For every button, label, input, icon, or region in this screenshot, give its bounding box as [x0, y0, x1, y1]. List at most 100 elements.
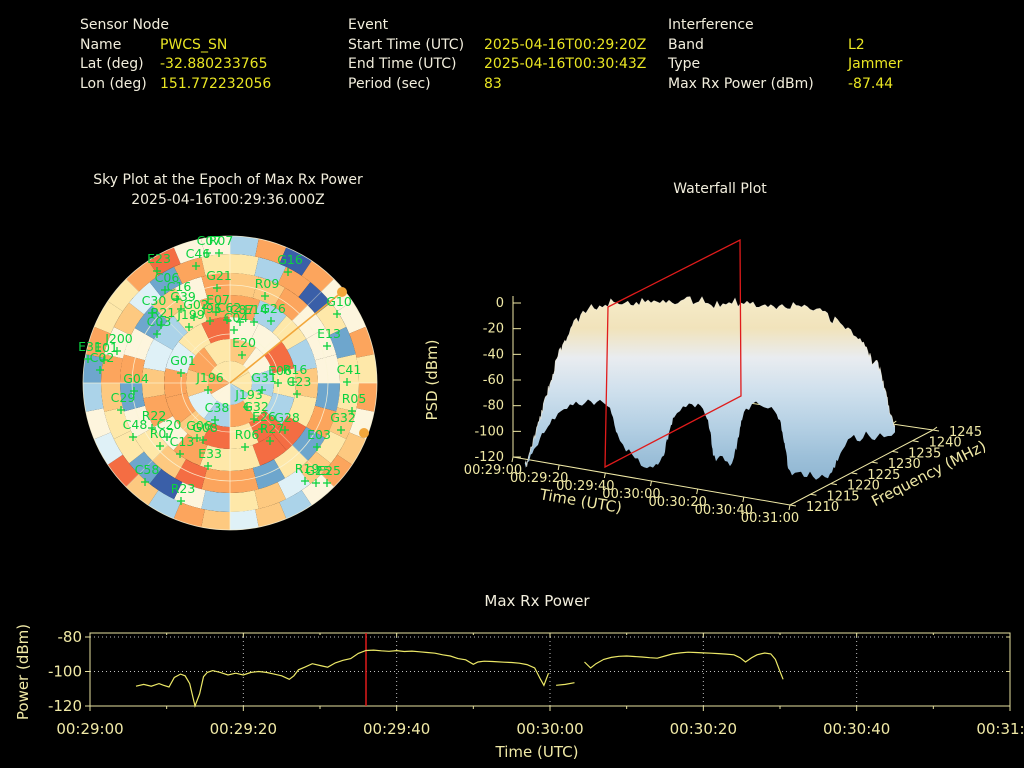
satellite: R21 — [151, 305, 176, 329]
satellite-label: R06 — [235, 427, 260, 442]
satellite-label: R27 — [260, 421, 285, 436]
header-row: Max Rx Power (dBm) -87.44 — [668, 75, 902, 95]
satellite: G39 — [170, 289, 196, 313]
x-axis-label: Time (UTC) — [495, 743, 579, 761]
satellite: C30 — [142, 293, 166, 317]
satellite: G02 — [183, 297, 209, 321]
satellite-label: C38 — [205, 400, 230, 415]
epoch-slice-plane — [604, 238, 742, 469]
satellite: J193 — [234, 387, 263, 411]
satellite: G26 — [260, 301, 286, 325]
satellite: E33 — [198, 446, 222, 470]
satellite: R06 — [235, 427, 260, 451]
satellite-label: R07 — [150, 426, 175, 441]
header-row: Band L2 — [668, 36, 902, 56]
satellite-label: G32 — [243, 399, 269, 414]
satellite: G08 — [192, 420, 218, 444]
satellite-label: R23 — [171, 481, 196, 496]
header-row: Type Jammer — [668, 55, 902, 75]
psd-tick-label: -60 — [483, 373, 504, 388]
y-tick-label: -100 — [48, 663, 82, 681]
satellite: G28 — [274, 410, 300, 434]
satellite-label: R05 — [342, 391, 367, 406]
psd-tick-label: -80 — [483, 399, 504, 414]
max-rx-power-line — [584, 651, 784, 680]
header-field-label: Start Time (UTC) — [348, 36, 465, 53]
satellite-label: C06 — [155, 270, 180, 285]
satellite-label: R22 — [142, 408, 167, 423]
satellite-label: C02 — [90, 350, 115, 365]
satellite-label: E07 — [206, 292, 230, 307]
satellite-label: E03 — [307, 427, 331, 442]
header-field-label: Band — [668, 36, 704, 53]
satellite: G01 — [170, 353, 196, 377]
satellite: R23 — [171, 481, 196, 505]
satellite-label: C07 — [197, 233, 222, 248]
axis-ticks — [85, 633, 1011, 711]
satellite: E13 — [317, 326, 341, 350]
x-tick-label: 00:29:20 — [210, 720, 277, 738]
satellite: G32 — [243, 399, 269, 423]
y-axis-label: Power (dBm) — [14, 624, 32, 720]
satellite-label: J199 — [176, 307, 205, 322]
grid-lines — [90, 633, 1010, 706]
satellite: C62 — [217, 300, 242, 324]
sky-plot-epoch: 2025-04-16T00:29:36.000Z — [131, 192, 325, 208]
header-field-label: Max Rx Power (dBm) — [668, 75, 814, 92]
header-field-value: -87.44 — [848, 75, 894, 92]
header-field-label: Name — [80, 36, 122, 53]
satellite-label: E33 — [198, 446, 222, 461]
chart-title: Max Rx Power — [484, 592, 590, 610]
satellite-label: G25 — [305, 463, 331, 478]
satellite: E03 — [307, 427, 331, 451]
header-section-sensor: Sensor Node Name PWCS_SN Lat (deg) -32.88023… — [80, 16, 271, 94]
header-field-label: Type — [668, 56, 701, 72]
satellite: E25 — [317, 463, 341, 487]
satellite: J200 — [104, 331, 133, 355]
satellite-label: J196 — [195, 370, 224, 385]
header-field-value: -32.880233765 — [160, 56, 268, 72]
psd-tick-label: 0 — [496, 296, 504, 311]
sky-plot-title-line1: Sky Plot at the Epoch of Max Rx Power — [93, 172, 363, 188]
satellite-label: C48 — [123, 417, 148, 432]
satellite: G25 — [305, 463, 331, 487]
header-row: Period (sec) 83 — [348, 75, 646, 95]
satellite-label: R19 — [295, 461, 320, 476]
satellite-label: C29 — [111, 390, 136, 405]
x-tick-label: 00:31:00 — [976, 720, 1024, 738]
satellite-label: R07 — [209, 233, 234, 248]
header-section-title: Sensor Node — [80, 17, 169, 33]
satellite: C07 — [197, 233, 222, 257]
header-field-value: 83 — [484, 75, 502, 92]
satellite-label: G39 — [170, 289, 196, 304]
waterfall-freq-tick-label: 1245 — [949, 425, 982, 440]
satellite: R27 — [260, 421, 285, 445]
satellite-label: G06 — [186, 418, 212, 433]
waterfall-freq-tick-label: 1225 — [867, 468, 900, 483]
satellite: E14 — [244, 302, 268, 326]
satellite: C23 — [287, 374, 311, 398]
satellite: G10 — [326, 294, 352, 318]
satellite-label: E26 — [252, 409, 276, 424]
satellite-label: C13 — [170, 434, 195, 449]
psd-axis-label: PSD (dBm) — [423, 339, 441, 420]
satellite-label: G28 — [274, 410, 300, 425]
header-row: Lat (deg) -32.880233765 — [80, 55, 271, 75]
satellite: E07 — [206, 292, 230, 316]
satellite-label: C62 — [217, 300, 242, 315]
satellite: R07 — [150, 426, 175, 450]
satellite: R16 — [283, 362, 307, 386]
satellite-label: R09 — [255, 276, 280, 291]
satellite-label: C20 — [157, 417, 182, 432]
satellite-label: E20 — [232, 335, 256, 350]
satellite: R07 — [209, 233, 234, 257]
satellite: C03 — [147, 314, 171, 338]
header-row: Name PWCS_SN — [80, 36, 271, 56]
waterfall-freq-tick-label: 1210 — [806, 500, 839, 515]
satellite-label: R21 — [151, 305, 176, 320]
satellite-label: C87 — [230, 302, 255, 317]
satellite: E31 — [78, 339, 102, 363]
satellite: C41 — [337, 362, 361, 386]
